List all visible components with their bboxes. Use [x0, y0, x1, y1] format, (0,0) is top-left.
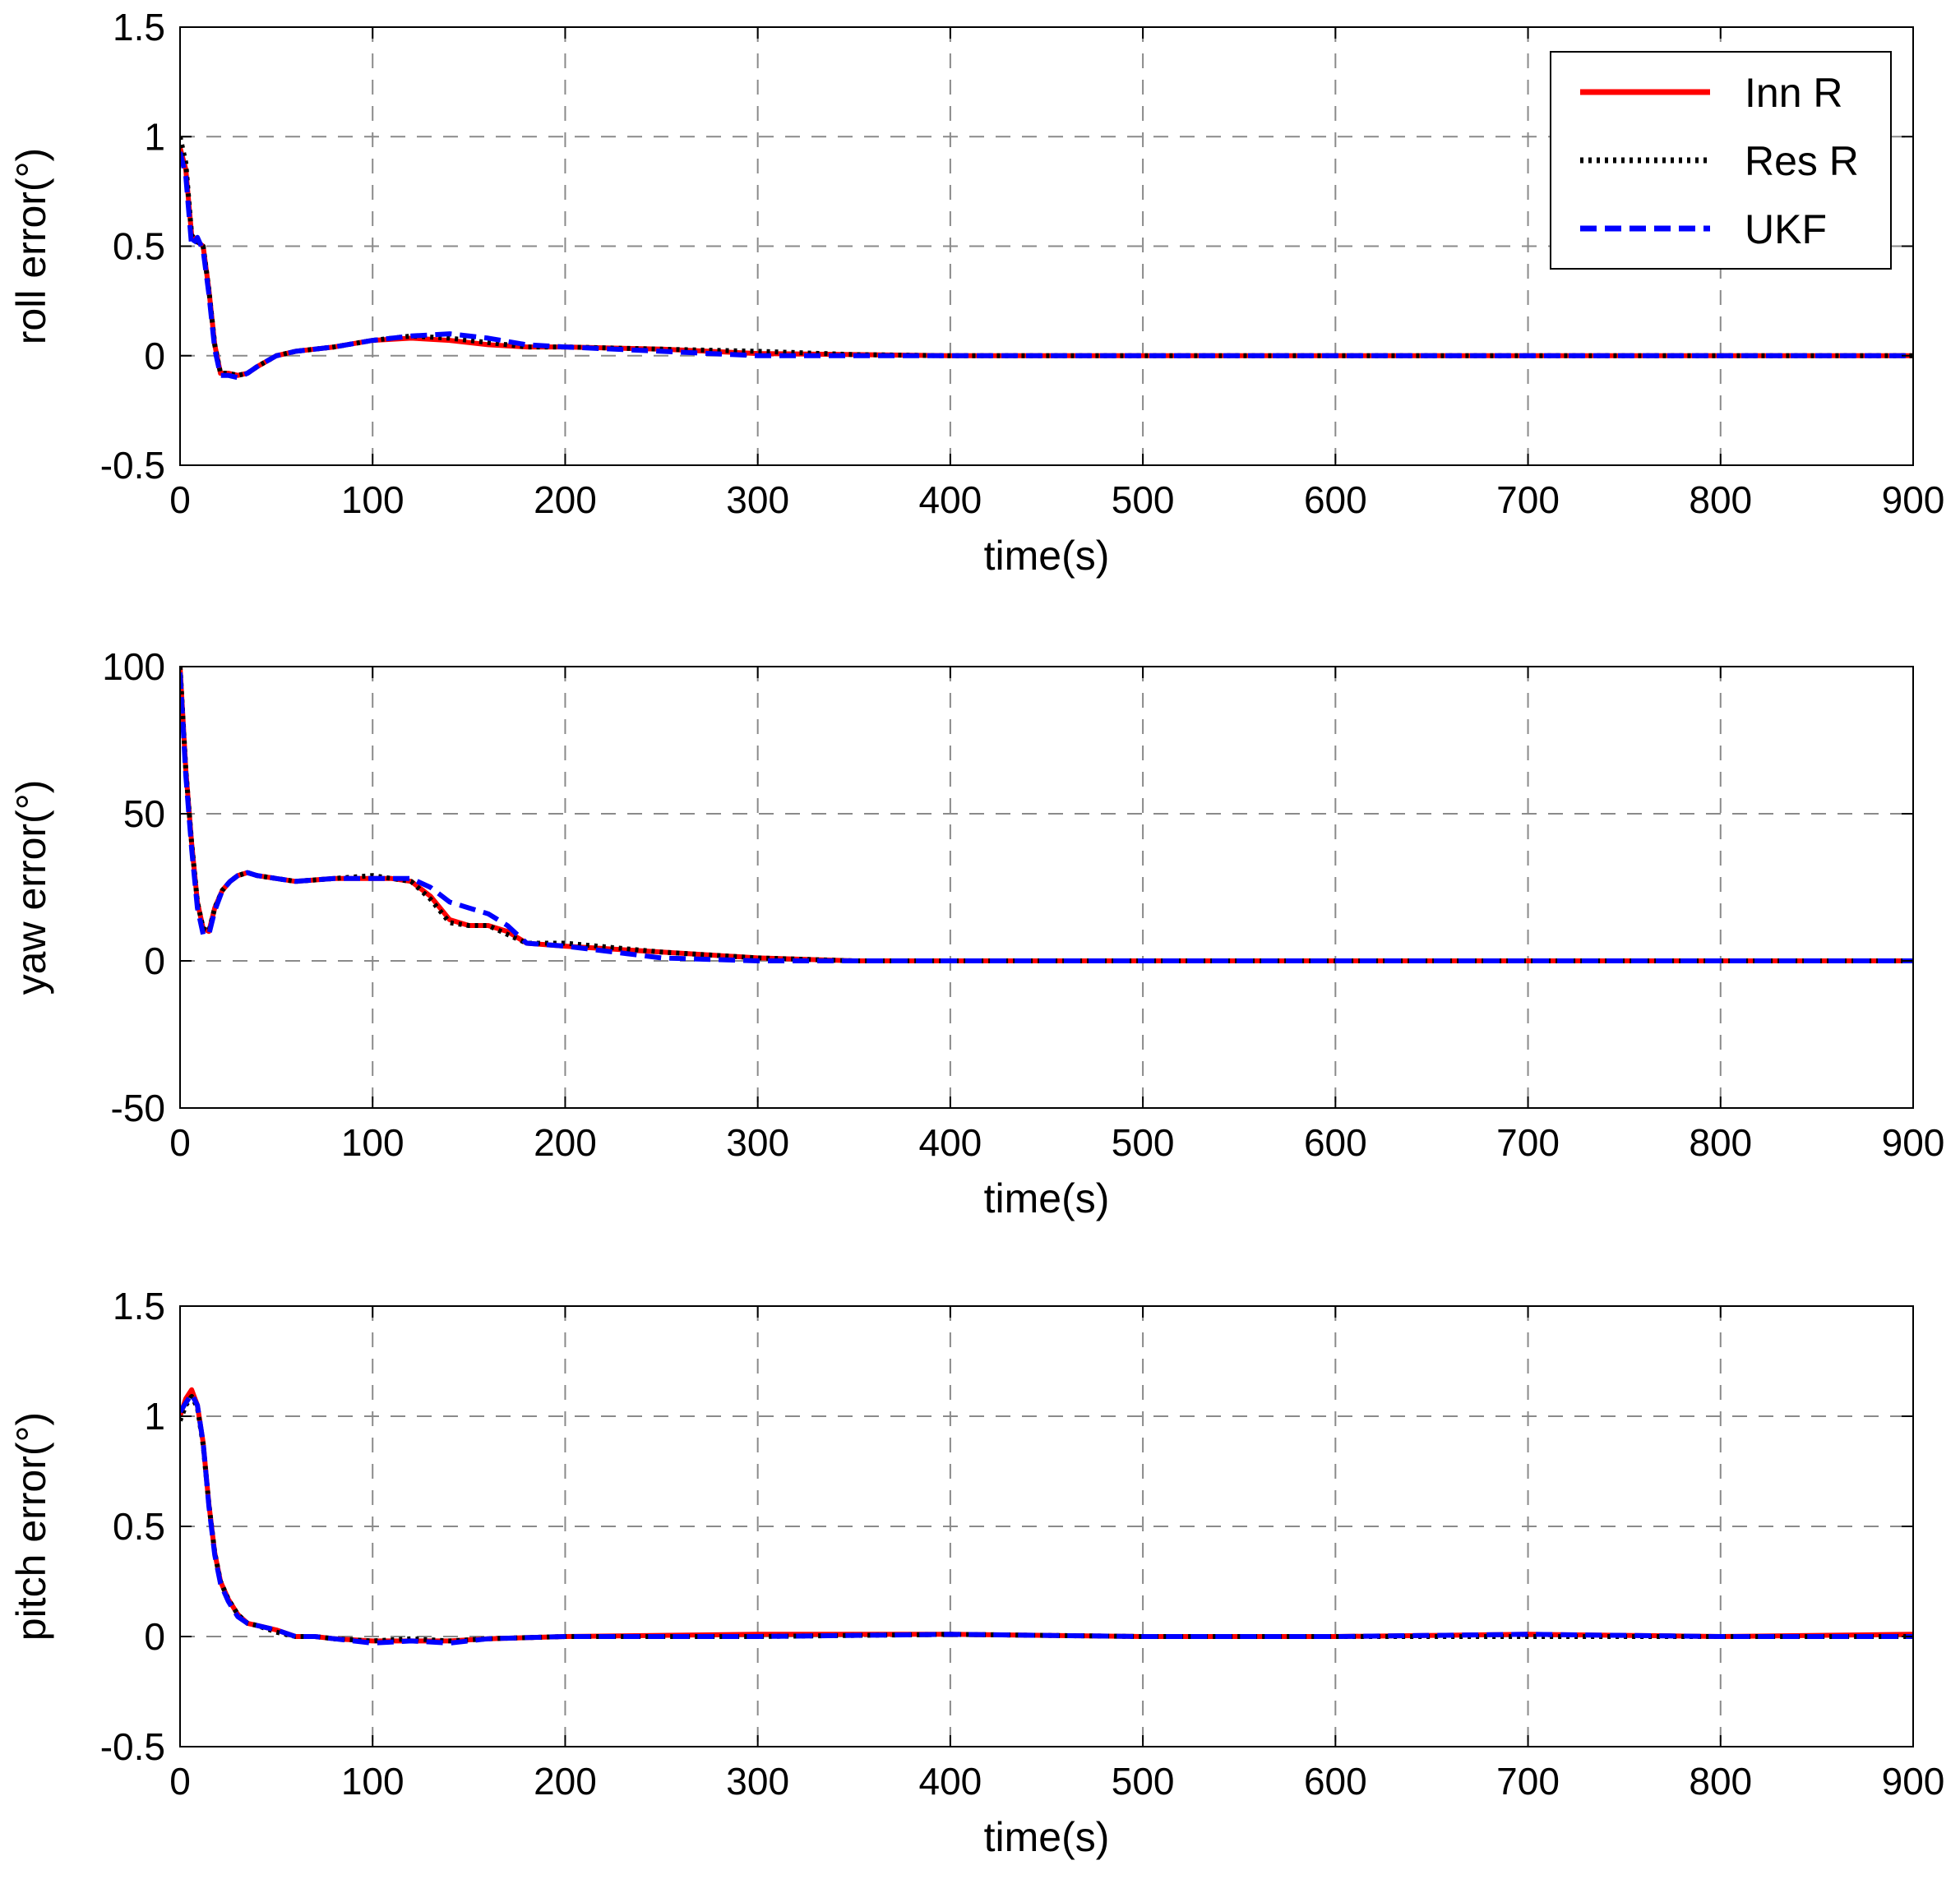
- y-axis-label: yaw error(°): [8, 780, 54, 995]
- x-tick-label: 600: [1304, 1121, 1367, 1164]
- x-tick-label: 100: [341, 1760, 404, 1803]
- x-tick-label: 800: [1689, 1121, 1752, 1164]
- x-tick-label: 500: [1112, 478, 1175, 521]
- series-group: [180, 1387, 1913, 1646]
- y-tick-label: 0: [144, 1615, 165, 1658]
- y-tick-label: 100: [102, 645, 165, 688]
- y-axis-label: roll error(°): [8, 148, 54, 344]
- y-tick-label: 0.5: [113, 225, 165, 268]
- plot-area: [180, 667, 1913, 1108]
- y-axis-label: pitch error(°): [8, 1412, 54, 1641]
- plot-area: [180, 1306, 1913, 1747]
- legend-label: Res R: [1745, 138, 1859, 184]
- x-tick-label: 700: [1496, 1760, 1560, 1803]
- x-tick-label: 600: [1304, 1760, 1367, 1803]
- y-tick-label: -0.5: [100, 1725, 165, 1768]
- y-tick-label: 1: [144, 1395, 165, 1438]
- x-tick-label: 800: [1689, 478, 1752, 521]
- x-tick-label: 700: [1496, 1121, 1560, 1164]
- y-tick-label: 1: [144, 115, 165, 158]
- x-axis-label: time(s): [984, 533, 1110, 579]
- x-tick-label: 200: [534, 1121, 597, 1164]
- chart-panel-3: 0 100 200 300 400 500 600 700 800 900-0.500.511.5…: [8, 1285, 1944, 1860]
- x-tick-label: 900: [1882, 1121, 1945, 1164]
- x-tick-label: 500: [1112, 1760, 1175, 1803]
- legend-label: UKF: [1745, 206, 1827, 252]
- x-tick-label: 300: [726, 1121, 789, 1164]
- series-group: [180, 136, 1913, 381]
- x-axis-label: time(s): [984, 1175, 1110, 1221]
- axes-box: [179, 666, 1914, 1109]
- legend-label: Inn R: [1745, 70, 1843, 116]
- x-axis-label: time(s): [984, 1814, 1110, 1860]
- grid: [180, 1306, 1913, 1747]
- legend: Inn R Res R UKF: [1550, 51, 1892, 270]
- x-tick-label: 200: [534, 478, 597, 521]
- x-tick-label: 0: [169, 478, 191, 521]
- x-tick-label: 400: [919, 1121, 982, 1164]
- y-tick-label: 1.5: [113, 1285, 165, 1327]
- grid: [180, 667, 1913, 1108]
- x-tick-label: 800: [1689, 1760, 1752, 1803]
- chart-panel-2: 0 100 200 300 400 500 600 700 800 900-50050100tim…: [8, 645, 1944, 1221]
- y-tick-label: -50: [111, 1087, 165, 1129]
- series-line-ukf: [180, 151, 1913, 381]
- series-group: [180, 667, 1913, 963]
- y-tick-label: 50: [123, 792, 165, 835]
- x-tick-label: 300: [726, 1760, 789, 1803]
- x-tick-label: 300: [726, 478, 789, 521]
- x-tick-label: 0: [169, 1760, 191, 1803]
- x-tick-label: 400: [919, 478, 982, 521]
- chart-panel-1: 0 100 200 300 400 500 600 700 800 900-0.500.511.5…: [8, 6, 1944, 579]
- x-tick-label: 500: [1112, 1121, 1175, 1164]
- x-tick-label: 0: [169, 1121, 191, 1164]
- x-tick-label: 400: [919, 1760, 982, 1803]
- x-tick-label: 600: [1304, 478, 1367, 521]
- y-tick-label: -0.5: [100, 444, 165, 487]
- y-tick-label: 0: [144, 940, 165, 982]
- x-tick-label: 100: [341, 478, 404, 521]
- y-tick-label: 1.5: [113, 6, 165, 48]
- x-tick-label: 900: [1882, 478, 1945, 521]
- x-tick-label: 100: [341, 1121, 404, 1164]
- y-tick-label: 0: [144, 335, 165, 377]
- x-tick-label: 200: [534, 1760, 597, 1803]
- series-line-ukf: [180, 672, 1913, 963]
- x-tick-label: 700: [1496, 478, 1560, 521]
- x-tick-label: 900: [1882, 1760, 1945, 1803]
- series-line-ukf: [180, 1392, 1913, 1646]
- y-tick-label: 0.5: [113, 1505, 165, 1548]
